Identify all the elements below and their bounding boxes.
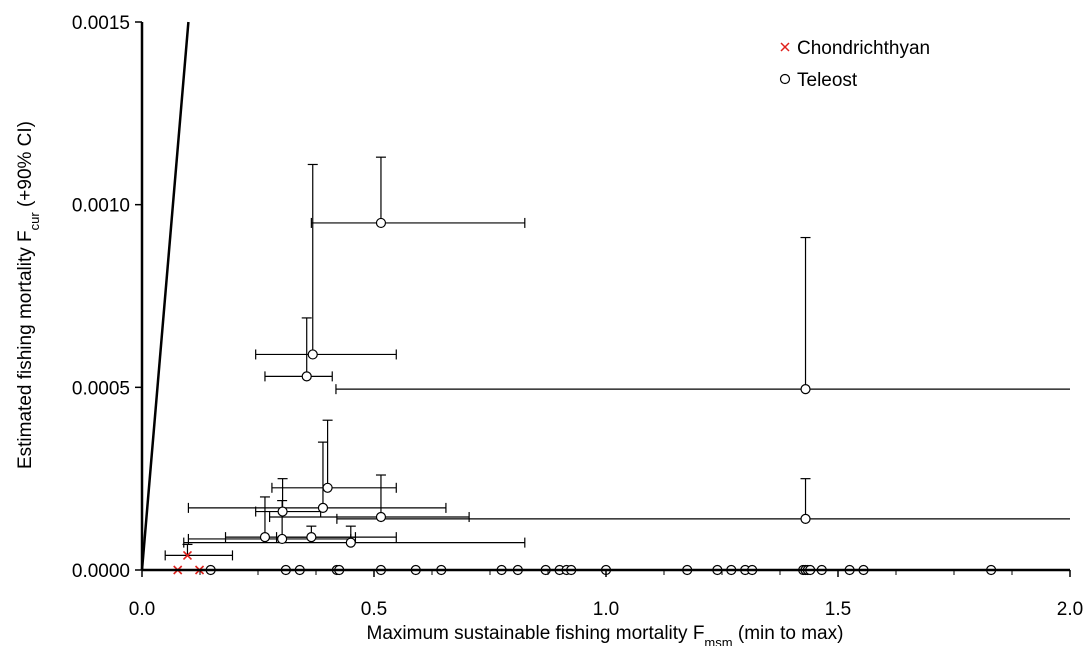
teleost-point (259, 532, 271, 543)
teleost-point (277, 533, 288, 545)
legend-item-chondrichthyan: Chondrichthyan (780, 38, 930, 59)
y-axis-title: Estimated fishing mortality Fcur (+90% C… (15, 121, 42, 469)
legend-item-teleost: Teleost (779, 70, 858, 91)
x-tick-label: 1.5 (825, 599, 851, 620)
teleost-point (800, 513, 811, 524)
x-tick-label: 2.0 (1057, 599, 1083, 620)
x-axis-title-subscript: msm (704, 635, 732, 646)
y-ticks: 0.0000 0.0005 0.0010 0.0015 (72, 13, 142, 582)
teleost-point (317, 502, 329, 513)
legend-label-chondrichthyan: Chondrichthyan (797, 38, 930, 59)
legend-marker-x (780, 42, 790, 52)
chondrichthyan-point-stroke (182, 550, 193, 560)
teleost-point (375, 511, 387, 523)
y-tick-label: 0.0000 (72, 561, 130, 582)
y-tick-label: 0.0010 (72, 196, 130, 217)
teleost-point (306, 532, 317, 543)
plot-area (140, 21, 1070, 576)
teleost-point (322, 482, 333, 493)
chondrichthyan-point (182, 550, 193, 560)
legend-marker-circle (779, 73, 791, 85)
teleost-point (375, 217, 387, 229)
teleost-point (307, 349, 318, 360)
x-axis-title: Maximum sustainable fishing mortality Fm… (367, 623, 844, 646)
x-tick-label: 1.0 (593, 599, 619, 620)
teleost-point (800, 384, 811, 395)
y-tick-label: 0.0015 (72, 13, 130, 34)
reference-line (140, 21, 190, 571)
teleost-point (277, 506, 288, 517)
y-axis-title-subscript: cur (27, 212, 42, 231)
teleost-point (301, 371, 312, 382)
legend-label-teleost: Teleost (797, 70, 858, 91)
legend: Chondrichthyan Teleost (779, 38, 930, 91)
x-ticks: 0.0 0.5 1.0 1.5 2.0 (129, 570, 1083, 620)
x-tick-label: 0.5 (361, 599, 387, 620)
y-tick-label: 0.0005 (72, 378, 130, 399)
teleost-point (345, 537, 356, 548)
x-tick-label: 0.0 (129, 599, 155, 620)
